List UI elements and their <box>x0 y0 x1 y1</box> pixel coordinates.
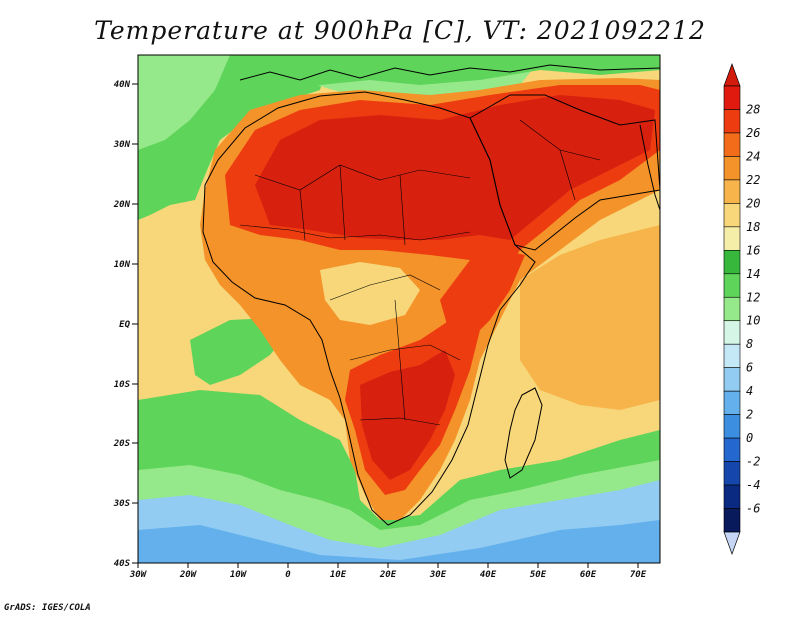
east-africa-hot-strip <box>440 250 525 340</box>
border-line <box>239 224 471 241</box>
map-frame <box>137 54 661 564</box>
colorbar-box <box>723 132 741 157</box>
colorbar-label: 18 <box>746 220 760 234</box>
colorbar-label: -4 <box>746 478 760 492</box>
colorbar-box <box>723 85 741 110</box>
colorbar-bottom-arrow <box>723 531 741 556</box>
lat-label: EQ <box>119 320 130 330</box>
madagascar-coastline <box>504 387 543 479</box>
lat-label: 30S <box>113 499 131 509</box>
colorbar-label: 16 <box>746 243 760 257</box>
colorbar-box <box>723 156 741 181</box>
colorbar-box <box>723 203 741 228</box>
africa-coastline <box>202 91 536 526</box>
lon-label: 20W <box>179 570 198 580</box>
border-line <box>559 149 576 201</box>
lon-label: 70E <box>630 570 647 580</box>
colorbar-label: -2 <box>746 455 760 469</box>
indian-ocean-pale-zone <box>520 225 660 410</box>
colorbar-label: 22 <box>746 173 760 187</box>
lon-label: 20E <box>379 570 397 580</box>
colorbar-box <box>723 508 741 533</box>
congo-mild-zone <box>320 262 420 325</box>
colorbar-box <box>723 320 741 345</box>
coastlines <box>202 64 660 526</box>
colorbar-label: 0 <box>746 431 753 445</box>
colorbar-label: 2 <box>746 408 753 422</box>
border-line <box>399 174 406 246</box>
colorbar-top-arrow <box>723 62 741 87</box>
southern-ocean-colder-zone <box>138 520 660 563</box>
colorbar-box <box>723 414 741 439</box>
colorbar-label: 14 <box>746 267 760 281</box>
lon-label: 40E <box>480 570 497 580</box>
grads-credit: GrADS: IGES/COLA <box>4 603 91 613</box>
longitude-axis: 30W 20W 10W 0 10E 20E 30E 40E 50E 60E 70… <box>129 563 647 580</box>
colorbar-box <box>723 226 741 251</box>
colorbar-label: 12 <box>746 290 760 304</box>
colorbar-box <box>723 437 741 462</box>
latitude-axis: 40N 30N 20N 10N EQ 10S 20S 30S 40S <box>113 80 138 569</box>
colorbar-label: 28 <box>746 102 760 116</box>
lon-label: 10E <box>330 570 347 580</box>
southern-africa-hottest-zone <box>360 350 455 480</box>
lon-label: 30E <box>429 570 447 580</box>
border-line <box>329 274 441 301</box>
colorbar-box <box>723 109 741 134</box>
colorbar-box <box>723 273 741 298</box>
colorbar-label: 24 <box>746 149 760 163</box>
border-line <box>394 299 406 421</box>
colorbar-label: 6 <box>746 361 753 375</box>
lat-label: 20S <box>113 439 131 449</box>
colorbar-label: -6 <box>746 502 760 516</box>
europe-coastline <box>239 64 660 81</box>
arabia-coastline <box>469 94 660 251</box>
lat-label: 30N <box>113 140 131 150</box>
colorbar-box <box>723 296 741 322</box>
lon-label: 60E <box>580 570 597 580</box>
map-title: Temperature at 900hPa [C], VT: 202109221… <box>94 16 706 45</box>
colorbar-boxes <box>723 85 741 533</box>
border-line <box>339 164 346 241</box>
border-line <box>254 164 471 191</box>
country-borders <box>239 119 601 426</box>
colorbar-box <box>723 343 741 368</box>
colorbar-label: 10 <box>746 314 760 328</box>
lon-label: 10W <box>230 570 248 580</box>
colorbar-box <box>723 250 741 275</box>
lat-label: 40N <box>114 80 131 90</box>
colorbar-label: 8 <box>746 337 753 351</box>
colorbar-box <box>723 461 741 486</box>
lat-label: 40S <box>114 559 131 569</box>
lon-label: 50E <box>530 570 547 580</box>
lat-label: 10S <box>114 380 131 390</box>
border-line <box>359 417 441 426</box>
border-line <box>349 344 461 361</box>
sahara-hottest-zone <box>255 95 655 240</box>
colorbar-label: 4 <box>746 384 753 398</box>
colorbar-box <box>723 367 741 392</box>
border-line <box>299 189 306 241</box>
india-coastline <box>639 124 660 211</box>
temperature-field <box>138 55 660 563</box>
lon-label: 30W <box>129 570 148 580</box>
colorbar-label: 20 <box>746 196 760 210</box>
atlantic-north-cooler-zone <box>138 55 230 150</box>
colorbar-box <box>723 484 741 509</box>
colorbar-box <box>723 390 741 415</box>
lat-label: 10N <box>114 260 131 270</box>
colorbar-label: 26 <box>746 126 760 140</box>
lat-label: 20N <box>113 200 131 210</box>
colorbar-box <box>723 179 741 204</box>
lon-label: 0 <box>285 570 291 580</box>
